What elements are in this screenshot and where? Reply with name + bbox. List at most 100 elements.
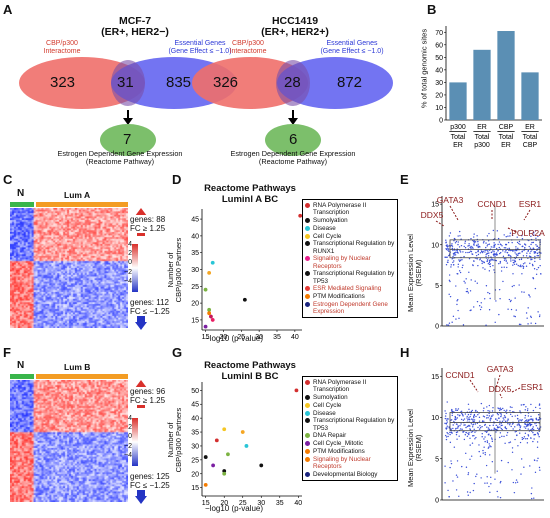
- x-tick-label: 40: [294, 500, 302, 507]
- data-point: [510, 255, 512, 258]
- data-point: [478, 428, 481, 430]
- data-point: [468, 244, 470, 247]
- data-point: [458, 435, 460, 437]
- data-point: [473, 419, 476, 421]
- data-point: [446, 256, 448, 258]
- data-point: [207, 270, 212, 275]
- legend-marker: [305, 241, 310, 247]
- scatter-d-xlabel: −log10 (p-value): [205, 334, 264, 343]
- data-point: [445, 264, 448, 266]
- data-point: [509, 424, 511, 426]
- data-point: [451, 432, 453, 434]
- data-point: [474, 280, 476, 282]
- legend-marker: [305, 471, 310, 477]
- data-point: [470, 250, 472, 252]
- data-point: [469, 309, 471, 312]
- data-point: [500, 408, 503, 411]
- data-point: [538, 315, 541, 318]
- data-point: [512, 428, 514, 430]
- data-point: [514, 426, 516, 428]
- data-point: [486, 440, 489, 442]
- data-point: [486, 406, 488, 408]
- data-point: [497, 237, 500, 240]
- data-point: [457, 235, 459, 237]
- data-point: [464, 413, 467, 415]
- data-point: [458, 230, 461, 233]
- data-point: [496, 230, 499, 232]
- data-point: [504, 416, 506, 419]
- data-point: [459, 259, 462, 261]
- data-point: [482, 415, 485, 417]
- data-point: [480, 402, 483, 405]
- y-tick-label: 40: [191, 416, 199, 423]
- data-point: [527, 408, 529, 410]
- data-point: [499, 407, 502, 409]
- data-point: [489, 420, 491, 422]
- data-point: [483, 407, 485, 409]
- data-point: [527, 307, 529, 309]
- data-point: [453, 420, 455, 423]
- data-point: [457, 266, 459, 268]
- data-point: [486, 235, 489, 237]
- y-tick-label: 45: [191, 402, 199, 409]
- data-point: [448, 274, 451, 276]
- data-point: [455, 240, 458, 243]
- legend-marker: [305, 380, 310, 385]
- data-point: [504, 442, 506, 444]
- data-point: [477, 426, 479, 429]
- data-point: [491, 461, 494, 463]
- data-point: [510, 258, 512, 260]
- data-point: [473, 233, 475, 235]
- data-point: [530, 316, 532, 319]
- data-point: [468, 271, 470, 273]
- data-point: [534, 255, 536, 258]
- data-point: [469, 428, 471, 430]
- data-point: [525, 438, 527, 440]
- data-point: [458, 270, 461, 272]
- data-point: [466, 290, 469, 293]
- data-point: [511, 241, 513, 244]
- data-point: [514, 259, 516, 262]
- data-point: [482, 449, 484, 452]
- data-point: [531, 497, 533, 500]
- data-point: [466, 288, 468, 290]
- data-point: [502, 417, 504, 419]
- data-point: [476, 245, 478, 247]
- data-point: [485, 255, 487, 258]
- data-point: [445, 412, 447, 415]
- data-point: [531, 241, 533, 244]
- data-point: [475, 254, 478, 257]
- data-point: [509, 413, 512, 416]
- data-point: [536, 268, 538, 271]
- data-point: [528, 230, 531, 232]
- x-tick-label: Total: [499, 134, 514, 141]
- data-point: [447, 418, 449, 420]
- data-point: [482, 410, 485, 412]
- scatter-d-title: Reactome Pathways: [204, 183, 296, 194]
- venn-left-title: MCF-7: [118, 15, 152, 27]
- data-point: [471, 246, 473, 248]
- data-point: [513, 263, 516, 265]
- data-point: [492, 246, 494, 248]
- data-point: [466, 415, 468, 418]
- data-point: [501, 420, 504, 422]
- data-point: [508, 249, 510, 252]
- data-point: [484, 268, 486, 270]
- data-point: [526, 317, 528, 319]
- data-point: [511, 447, 514, 449]
- data-point: [515, 246, 517, 248]
- data-point: [485, 253, 487, 256]
- legend-marker: [305, 203, 310, 208]
- luminal-tag: Lum A: [64, 190, 91, 200]
- data-point: [461, 412, 463, 415]
- data-point: [515, 309, 518, 311]
- x-tick-label: Total: [451, 134, 466, 141]
- data-point: [536, 245, 539, 247]
- venn-right-title: HCC1419: [271, 15, 319, 27]
- data-point: [526, 442, 529, 444]
- data-point: [468, 243, 470, 245]
- data-point: [501, 266, 503, 269]
- legend-label: RNA Polymerase II Transcription: [313, 202, 367, 217]
- data-point: [524, 417, 526, 419]
- legend-label: PTM Modifications: [313, 447, 365, 455]
